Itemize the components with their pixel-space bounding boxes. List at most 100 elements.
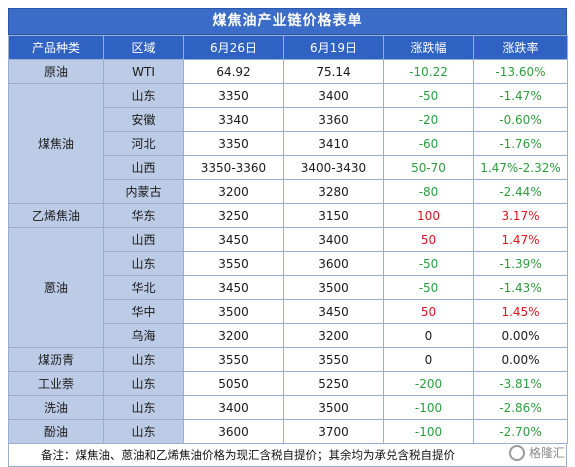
region-cell: 华北 <box>103 275 184 300</box>
previous-price-cell: 3500 <box>283 395 384 420</box>
current-price-cell: 3340 <box>183 107 284 132</box>
current-price-cell: 3450 <box>183 227 284 252</box>
table-row: 山西 3350-3360 3400-3430 50-70 1.47%-2.32% <box>9 155 568 180</box>
change-cell: -50 <box>383 83 474 108</box>
previous-price-cell: 3550 <box>283 347 384 372</box>
previous-price-cell: 3410 <box>283 131 384 156</box>
previous-price-cell: 5250 <box>283 371 384 396</box>
header-row: 产品种类 区域 6月26日 6月19日 涨跌幅 涨跌率 <box>8 35 568 60</box>
product-category: 蒽油 <box>8 227 104 348</box>
table-row: 安徽 3340 3360 -20 -0.60% <box>9 107 568 132</box>
table-row: 乌海 3200 3200 0 0.00% <box>9 323 568 348</box>
table-row: 华北 3450 3500 -50 -1.43% <box>9 275 568 300</box>
region-cell: 山东 <box>103 347 184 372</box>
change-rate-cell: -2.86% <box>473 395 568 420</box>
change-cell: 50 <box>383 227 474 252</box>
product-category: 煤沥青 <box>8 347 104 372</box>
table-row: 洗油 山东 3400 3500 -100 -2.86% <box>8 395 568 420</box>
region-cell: 山东 <box>103 419 184 444</box>
table-body: 原油 WTI 64.92 75.14 -10.22 -13.60% 煤焦油 山东 3350 340… <box>8 59 568 444</box>
brand-name: 格隆汇 <box>528 446 565 460</box>
current-price-cell: 3350 <box>183 131 284 156</box>
region-cell: 山西 <box>103 227 184 252</box>
change-rate-cell: -1.47% <box>473 83 568 108</box>
previous-price-cell: 3500 <box>283 275 384 300</box>
current-price-cell: 3350-3360 <box>183 155 284 180</box>
header-current-date: 6月26日 <box>183 35 284 60</box>
price-table-container: 煤焦油产业链价格表单 产品种类 区域 6月26日 6月19日 涨跌幅 涨跌率 原… <box>8 8 568 467</box>
region-cell: 内蒙古 <box>103 179 184 204</box>
region-cell: 山东 <box>103 371 184 396</box>
product-category: 煤焦油 <box>8 83 104 204</box>
change-rate-cell: 0.00% <box>473 347 568 372</box>
current-price-cell: 3600 <box>183 419 284 444</box>
previous-price-cell: 3360 <box>283 107 384 132</box>
previous-price-cell: 3280 <box>283 179 384 204</box>
table-row: 山东 3550 3600 -50 -1.39% <box>9 251 568 276</box>
change-cell: 0 <box>383 347 474 372</box>
change-rate-cell: -2.70% <box>473 419 568 444</box>
change-cell: -50 <box>383 251 474 276</box>
change-rate-cell: -1.76% <box>473 131 568 156</box>
table-row: 煤沥青 山东 3550 3550 0 0.00% <box>8 347 568 372</box>
product-category: 酚油 <box>8 419 104 444</box>
change-rate-cell: -13.60% <box>473 59 568 84</box>
footnote: 备注：煤焦油、蒽油和乙烯焦油价格为现汇含税自提价；其余均为承兑含税自提价 <box>8 444 567 467</box>
change-cell: -100 <box>383 419 474 444</box>
previous-price-cell: 3400 <box>283 227 384 252</box>
change-rate-cell: -1.39% <box>473 251 568 276</box>
change-rate-cell: 0.00% <box>473 323 568 348</box>
change-cell: -20 <box>383 107 474 132</box>
change-rate-cell: -1.43% <box>473 275 568 300</box>
region-cell: 安徽 <box>103 107 184 132</box>
table-row: 河北 3350 3410 -60 -1.76% <box>9 131 568 156</box>
previous-price-cell: 3200 <box>283 323 384 348</box>
change-rate-cell: 1.45% <box>473 299 568 324</box>
product-category: 乙烯焦油 <box>8 203 104 228</box>
brand-logo: 格隆汇 <box>508 444 565 461</box>
header-change-rate: 涨跌率 <box>473 35 568 60</box>
change-cell: -60 <box>383 131 474 156</box>
product-category: 洗油 <box>8 395 104 420</box>
table-row: 蒽油 山西 3450 3400 50 1.47% <box>8 227 568 348</box>
region-cell: 乌海 <box>103 323 184 348</box>
change-cell: 50-70 <box>383 155 474 180</box>
change-cell: -100 <box>383 395 474 420</box>
previous-price-cell: 3450 <box>283 299 384 324</box>
header-product: 产品种类 <box>8 35 104 60</box>
change-cell: 100 <box>383 203 474 228</box>
previous-price-cell: 3600 <box>283 251 384 276</box>
price-table: 产品种类 区域 6月26日 6月19日 涨跌幅 涨跌率 原油 WTI 64.92 75… <box>8 35 568 444</box>
change-rate-cell: -3.81% <box>473 371 568 396</box>
current-price-cell: 3200 <box>183 323 284 348</box>
change-rate-cell: -2.44% <box>473 179 568 204</box>
current-price-cell: 3550 <box>183 251 284 276</box>
region-cell: 山东 <box>103 251 184 276</box>
product-category: 原油 <box>8 59 104 84</box>
previous-price-cell: 3400 <box>283 83 384 108</box>
current-price-cell: 5050 <box>183 371 284 396</box>
change-rate-cell: -0.60% <box>473 107 568 132</box>
header-region: 区域 <box>103 35 184 60</box>
product-category: 工业萘 <box>8 371 104 396</box>
current-price-cell: 3400 <box>183 395 284 420</box>
change-cell: -10.22 <box>383 59 474 84</box>
table-title: 煤焦油产业链价格表单 <box>8 8 567 35</box>
table-row: 原油 WTI 64.92 75.14 -10.22 -13.60% <box>8 59 568 84</box>
region-cell: 华东 <box>103 203 184 228</box>
region-cell: 山东 <box>103 395 184 420</box>
change-rate-cell: 3.17% <box>473 203 568 228</box>
previous-price-cell: 3700 <box>283 419 384 444</box>
change-cell: 50 <box>383 299 474 324</box>
current-price-cell: 64.92 <box>183 59 284 84</box>
region-cell: 华中 <box>103 299 184 324</box>
previous-price-cell: 3400-3430 <box>283 155 384 180</box>
current-price-cell: 3200 <box>183 179 284 204</box>
region-cell: 山东 <box>103 83 184 108</box>
current-price-cell: 3450 <box>183 275 284 300</box>
previous-price-cell: 3150 <box>283 203 384 228</box>
header-previous-date: 6月19日 <box>283 35 384 60</box>
region-cell: 河北 <box>103 131 184 156</box>
table-row: 内蒙古 3200 3280 -80 -2.44% <box>9 179 568 204</box>
table-row: 煤焦油 山东 3350 3400 -50 -1.47% <box>8 83 568 204</box>
